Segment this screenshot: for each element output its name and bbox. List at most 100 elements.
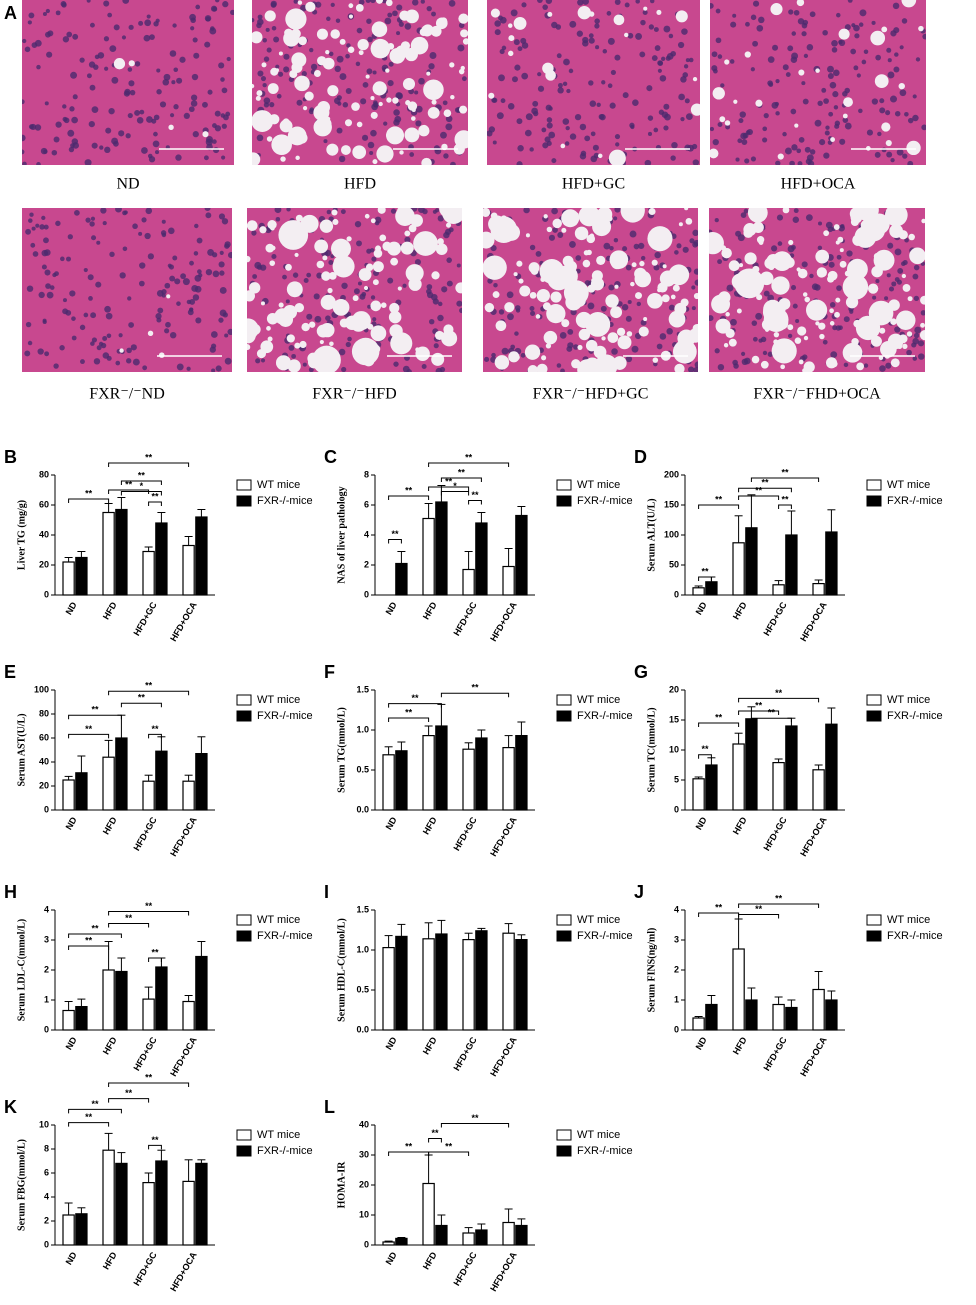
lipid-droplet [719, 116, 726, 123]
legend-swatch [236, 479, 252, 491]
nucleus [772, 44, 779, 51]
nucleus [569, 133, 577, 140]
nucleus [409, 152, 415, 157]
nucleus [595, 45, 600, 50]
nucleus [507, 313, 514, 321]
nucleus [275, 216, 281, 222]
lipid-droplet [796, 0, 805, 7]
nucleus [355, 61, 361, 67]
lipid-droplet [902, 343, 908, 350]
tissue [22, 0, 234, 165]
lipid-droplet [870, 30, 886, 46]
nucleus [752, 0, 760, 7]
lipid-droplet [546, 304, 566, 324]
nucleus [85, 217, 91, 223]
nucleus [715, 8, 721, 14]
nucleus [334, 97, 341, 105]
nucleus [717, 122, 723, 128]
nucleus [205, 268, 213, 276]
y-axis-label: NAS of liver pathology [336, 486, 347, 583]
bar [182, 544, 195, 596]
nucleus [165, 321, 171, 328]
lipid-droplet [862, 226, 873, 237]
nucleus [176, 301, 181, 306]
lipid-droplet [357, 38, 369, 51]
nucleus [565, 125, 570, 131]
nucleus [787, 45, 794, 52]
nucleus [34, 124, 42, 131]
lipid-droplet [372, 279, 379, 286]
lipid-droplet [286, 334, 295, 343]
nucleus [127, 296, 132, 301]
nucleus [717, 363, 725, 371]
lipid-droplet [634, 267, 647, 281]
lipid-droplet [782, 208, 790, 214]
lipid-droplet [431, 271, 440, 280]
histology-image [252, 0, 468, 165]
nucleus [743, 208, 749, 214]
lipid-droplet [652, 357, 659, 363]
nucleus [211, 368, 216, 372]
lipid-droplet [763, 273, 773, 283]
nucleus [269, 102, 275, 108]
nucleus [119, 272, 126, 279]
x-tick-label: HFD+OCA [168, 1035, 199, 1078]
nucleus [829, 81, 837, 89]
lipid-droplet [300, 214, 319, 233]
lipid-droplet [546, 226, 553, 233]
nucleus [283, 53, 290, 60]
nucleus [44, 31, 51, 38]
nucleus [205, 16, 211, 22]
nucleus [222, 312, 228, 318]
nucleus [556, 363, 562, 368]
nucleus [577, 0, 584, 6]
lipid-droplet [421, 157, 432, 165]
nucleus [24, 46, 31, 53]
legend-label: FXR-/-mice [887, 710, 943, 722]
lipid-droplet [736, 308, 742, 314]
nucleus [875, 279, 880, 284]
nucleus [154, 150, 160, 155]
nucleus [186, 299, 192, 305]
nucleus [36, 162, 41, 165]
lipid-droplet [307, 352, 320, 365]
nucleus [551, 158, 557, 164]
histology-image [22, 0, 234, 165]
nucleus [559, 331, 567, 339]
bar [115, 1162, 128, 1246]
nucleus [854, 33, 860, 39]
nucleus [609, 245, 614, 251]
bar [395, 1237, 408, 1246]
significance-bracket [468, 500, 482, 505]
nucleus [224, 243, 230, 249]
nucleus [888, 286, 895, 292]
nucleus [920, 310, 925, 316]
lipid-droplet [662, 264, 667, 269]
lipid-droplet [504, 302, 515, 313]
nucleus [111, 76, 119, 84]
nucleus [218, 62, 225, 69]
nucleus [520, 352, 526, 358]
bar [785, 1006, 798, 1031]
nucleus [760, 336, 767, 343]
y-tick-label: 2 [674, 964, 679, 974]
nucleus [402, 283, 407, 288]
nucleus [582, 40, 589, 47]
significance-bracket [388, 717, 430, 722]
nucleus [738, 118, 744, 124]
lipid-droplet [490, 212, 498, 220]
nucleus [614, 208, 621, 213]
nucleus [426, 5, 432, 12]
nucleus [665, 55, 671, 61]
nucleus [366, 68, 373, 75]
bar [692, 778, 705, 811]
lipid-droplet [158, 352, 165, 358]
lipid-droplet [834, 311, 840, 318]
bar [462, 748, 475, 811]
lipid-droplet [255, 95, 261, 101]
nucleus [91, 142, 98, 149]
nucleus [263, 56, 270, 62]
x-tick-label: ND [64, 1250, 79, 1267]
nucleus [646, 85, 653, 92]
lipid-droplet [823, 230, 830, 237]
